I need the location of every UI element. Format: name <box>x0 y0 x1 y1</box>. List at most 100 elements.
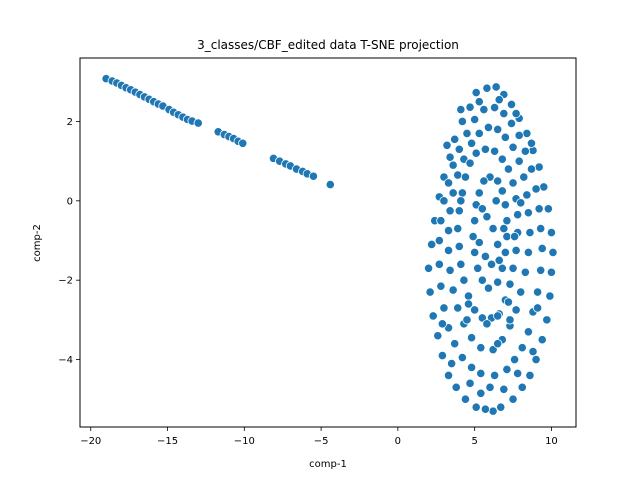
data-point <box>520 267 530 277</box>
data-point <box>443 226 454 236</box>
data-point <box>486 259 497 269</box>
data-point <box>513 368 523 379</box>
data-point <box>517 343 527 353</box>
data-point <box>457 188 467 198</box>
data-point <box>548 247 558 258</box>
data-point <box>493 124 503 135</box>
data-point <box>526 138 537 148</box>
data-point <box>497 154 507 164</box>
ticks-layer: −20 −15 −10 −5 0 5 10−4−202 <box>58 117 558 447</box>
data-point <box>427 239 437 250</box>
data-point <box>531 184 541 194</box>
data-point <box>542 315 552 325</box>
data-point <box>499 224 509 234</box>
data-point <box>448 188 458 198</box>
data-point <box>523 208 534 218</box>
data-point <box>465 158 475 168</box>
data-point <box>509 231 520 242</box>
data-point <box>476 368 486 379</box>
data-point <box>488 406 498 416</box>
data-point <box>451 382 461 392</box>
data-point <box>238 138 248 148</box>
data-point <box>454 241 464 252</box>
data-point <box>477 275 487 285</box>
data-point <box>453 170 463 180</box>
data-point <box>508 142 518 152</box>
data-point <box>465 378 475 388</box>
data-point <box>500 200 510 210</box>
data-point <box>479 176 489 186</box>
y-tick-label: −4 <box>58 355 73 366</box>
data-point <box>476 388 486 398</box>
data-point <box>477 204 487 214</box>
data-point <box>513 210 523 220</box>
x-axis-label: comp-1 <box>309 459 347 470</box>
data-point <box>546 227 557 238</box>
data-point <box>443 245 454 256</box>
data-point <box>425 287 435 297</box>
plot-area-frame <box>79 57 577 428</box>
x-tick-label: 0 <box>395 436 401 447</box>
data-point <box>493 239 503 250</box>
data-point <box>480 404 490 414</box>
data-point <box>434 235 444 246</box>
data-point <box>468 231 478 242</box>
data-point <box>442 140 452 150</box>
data-point <box>436 281 446 291</box>
data-point <box>502 231 512 242</box>
data-point <box>493 176 503 186</box>
data-point <box>546 267 557 277</box>
data-point <box>437 350 447 361</box>
data-point <box>457 116 467 127</box>
data-point <box>522 190 532 200</box>
data-point <box>470 216 480 226</box>
data-point <box>511 245 521 256</box>
data-point <box>439 303 449 313</box>
y-tick-label: 2 <box>67 117 73 128</box>
data-point <box>519 172 529 182</box>
data-point <box>436 216 446 226</box>
data-point <box>473 263 483 273</box>
data-point <box>482 319 492 329</box>
data-point <box>470 247 480 258</box>
x-tick-label: −5 <box>314 436 329 447</box>
data-point <box>471 87 481 98</box>
data-point <box>474 188 484 198</box>
data-point <box>447 358 457 369</box>
y-tick-label: −2 <box>58 276 73 287</box>
chart-title: 3_classes/CBF_edited data T-SNE projecti… <box>197 38 459 52</box>
data-point <box>525 227 535 238</box>
data-point <box>462 128 472 138</box>
data-point <box>536 265 546 275</box>
data-point <box>476 343 486 353</box>
data-point <box>448 160 458 170</box>
x-tick-label: 10 <box>545 436 558 447</box>
data-point <box>463 299 474 309</box>
data-point <box>534 162 544 172</box>
data-point <box>466 362 477 373</box>
data-point <box>523 247 534 258</box>
x-tick-label: −10 <box>234 436 255 447</box>
data-point <box>497 263 507 273</box>
data-point <box>520 146 530 156</box>
x-tick-label: −20 <box>80 436 101 447</box>
data-point <box>460 172 471 182</box>
data-point <box>480 251 490 261</box>
data-point <box>506 99 517 110</box>
data-point <box>457 352 467 363</box>
data-point <box>493 339 503 349</box>
data-point <box>454 206 464 216</box>
data-point <box>445 152 455 162</box>
data-point <box>500 247 510 258</box>
data-point <box>514 130 524 140</box>
data-point <box>516 287 526 297</box>
data-point <box>502 364 512 375</box>
data-point <box>474 97 484 107</box>
data-point <box>437 319 447 329</box>
data-point <box>462 315 472 325</box>
data-point <box>445 265 455 275</box>
data-point <box>505 279 515 289</box>
data-point <box>533 303 543 313</box>
